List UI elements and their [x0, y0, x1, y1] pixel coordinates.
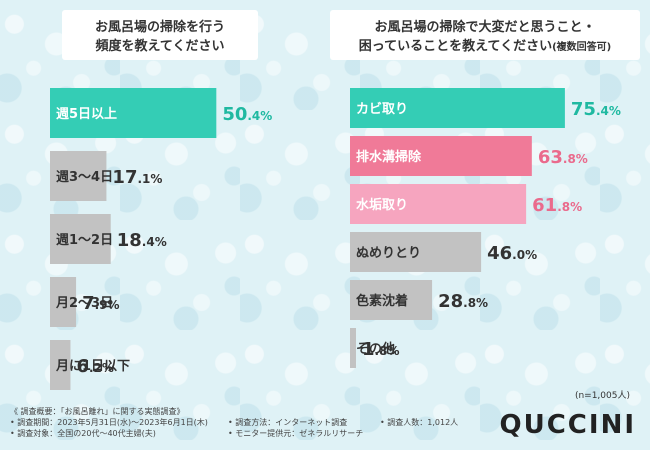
category-label: カビ取り	[356, 101, 408, 117]
bar-0	[50, 88, 217, 138]
survey-notes-col3: • 調査人数：1,012人	[380, 417, 458, 428]
left-title-line-1: お風呂場の掃除を行う	[94, 20, 225, 35]
category-label: ぬめりとり	[356, 246, 421, 261]
survey-note: 《 調査概要：「お風呂離れ」に関する実態調査》	[10, 407, 185, 416]
survey-note: • 調査人数：1,012人	[380, 418, 459, 427]
bar-0	[350, 88, 565, 128]
bar-1	[50, 151, 107, 201]
value-label: 28.8%	[438, 291, 488, 312]
category-label: 色素沈着	[356, 293, 408, 309]
survey-note: • 調査対象：全国の20代～40代主婦(夫)	[10, 429, 156, 438]
value-label: 18.4%	[117, 230, 167, 251]
bar-3	[50, 277, 77, 327]
bar-2	[50, 214, 111, 264]
value-label: 46.0%	[487, 243, 537, 264]
bar-5	[350, 328, 356, 368]
category-label: その他	[356, 341, 395, 357]
category-label: 週1〜2日	[56, 233, 113, 248]
value-label: 61.8%	[532, 195, 582, 216]
survey-note: • 調査期間：2023年5月31日(水)～2023年6月1日(木)	[10, 418, 208, 427]
left-title-line-2: 頻度を教えてください	[95, 39, 225, 54]
right-title-line-3: (複数回答可)	[552, 42, 612, 53]
value-label: 7.9%	[82, 293, 119, 314]
category-label: 週3〜4日	[56, 170, 113, 185]
survey-notes-col2: • 調査方法：インターネット調査 • モニター提供元：ゼネラルリサーチ	[228, 417, 363, 439]
survey-note: • 調査方法：インターネット調査	[228, 418, 348, 427]
sample-size-label: (n=1,005人)	[574, 391, 630, 401]
value-label: 50.4%	[222, 104, 272, 125]
brand-logo: QUCCINI	[499, 410, 636, 440]
category-label: 排水溝掃除	[356, 149, 422, 165]
bar-4	[350, 280, 433, 320]
bar-3	[350, 232, 482, 272]
bar-2	[350, 184, 527, 224]
survey-note: • モニター提供元：ゼネラルリサーチ	[228, 429, 364, 438]
survey-notes-col1: 《 調査概要：「お風呂離れ」に関する実態調査》 • 調査期間：2023年5月31…	[10, 406, 208, 439]
category-label: 週5日以上	[56, 107, 117, 122]
category-label: 水垢取り	[356, 197, 408, 213]
category-label: 月2〜3日	[55, 296, 113, 311]
value-label: 17.1%	[112, 167, 162, 188]
value-label: 1.8%	[362, 339, 399, 360]
right-chart: カビ取り 75.4% 排水溝掃除 63.8% 水垢取り 61.8% ぬめりとり 46.0% 色素…	[350, 88, 621, 368]
category-label: 月に1日以下	[55, 359, 130, 374]
bar-1	[350, 136, 532, 176]
left-chart-title: お風呂場の掃除を行う 頻度を教えてください	[62, 10, 258, 60]
right-chart-title: お風呂場の掃除で大変だと思うこと・ 困っていることを教えてください(複数回答可)	[330, 10, 640, 60]
value-label: 6.2%	[76, 356, 113, 377]
right-title-line-1: お風呂場の掃除で大変だと思うこと・	[374, 20, 596, 35]
right-title-line-2: 困っていることを教えてください	[358, 39, 553, 54]
value-label: 63.8%	[538, 147, 588, 168]
value-label: 75.4%	[571, 99, 621, 120]
bar-4	[50, 340, 71, 390]
left-chart: 週5日以上 50.4% 週3〜4日 17.1% 週1〜2日 18.4% 月2〜3日7.9% 月…	[50, 88, 272, 390]
